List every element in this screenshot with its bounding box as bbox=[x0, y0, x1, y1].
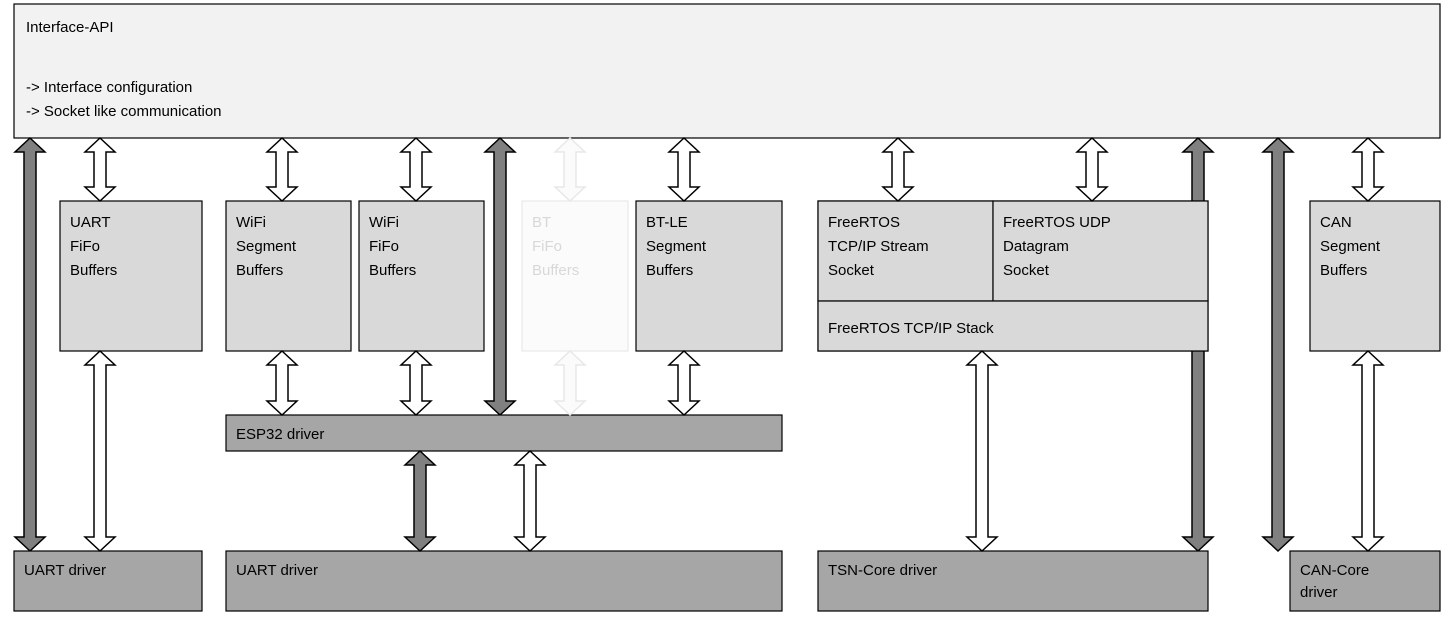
svg-text:Datagram: Datagram bbox=[1003, 238, 1069, 255]
svg-text:Socket: Socket bbox=[1003, 262, 1050, 279]
svg-text:Segment: Segment bbox=[1320, 238, 1381, 255]
svg-text:-> Interface configuration: -> Interface configuration bbox=[26, 79, 192, 96]
svg-text:UART driver: UART driver bbox=[236, 562, 318, 579]
svg-text:Segment: Segment bbox=[646, 238, 707, 255]
svg-text:FreeRTOS: FreeRTOS bbox=[828, 214, 900, 231]
svg-text:Buffers: Buffers bbox=[1320, 262, 1367, 279]
svg-text:FreeRTOS TCP/IP Stack: FreeRTOS TCP/IP Stack bbox=[828, 320, 994, 337]
svg-text:WiFi: WiFi bbox=[236, 214, 266, 231]
svg-text:FiFo: FiFo bbox=[70, 238, 100, 255]
svg-text:Buffers: Buffers bbox=[369, 262, 416, 279]
svg-text:Buffers: Buffers bbox=[532, 262, 579, 279]
svg-text:Segment: Segment bbox=[236, 238, 297, 255]
svg-text:UART driver: UART driver bbox=[24, 562, 106, 579]
svg-text:CAN: CAN bbox=[1320, 214, 1352, 231]
svg-text:Buffers: Buffers bbox=[70, 262, 117, 279]
architecture-diagram: Interface-API -> Interface configuration -… bbox=[0, 0, 1450, 627]
svg-text:FreeRTOS UDP: FreeRTOS UDP bbox=[1003, 214, 1111, 231]
svg-text:UART: UART bbox=[70, 214, 111, 231]
svg-text:Buffers: Buffers bbox=[236, 262, 283, 279]
svg-text:-> Socket like communication: -> Socket like communication bbox=[26, 103, 222, 120]
svg-text:TSN-Core driver: TSN-Core driver bbox=[828, 562, 937, 579]
svg-text:Socket: Socket bbox=[828, 262, 875, 279]
svg-text:BT: BT bbox=[532, 214, 551, 231]
svg-text:BT-LE: BT-LE bbox=[646, 214, 688, 231]
svg-text:Interface-API: Interface-API bbox=[26, 19, 114, 36]
svg-text:FiFo: FiFo bbox=[532, 238, 562, 255]
svg-text:driver: driver bbox=[1300, 584, 1338, 601]
svg-text:Buffers: Buffers bbox=[646, 262, 693, 279]
svg-text:CAN-Core: CAN-Core bbox=[1300, 562, 1369, 579]
svg-text:TCP/IP Stream: TCP/IP Stream bbox=[828, 238, 929, 255]
svg-text:ESP32 driver: ESP32 driver bbox=[236, 426, 324, 443]
svg-text:FiFo: FiFo bbox=[369, 238, 399, 255]
svg-text:WiFi: WiFi bbox=[369, 214, 399, 231]
